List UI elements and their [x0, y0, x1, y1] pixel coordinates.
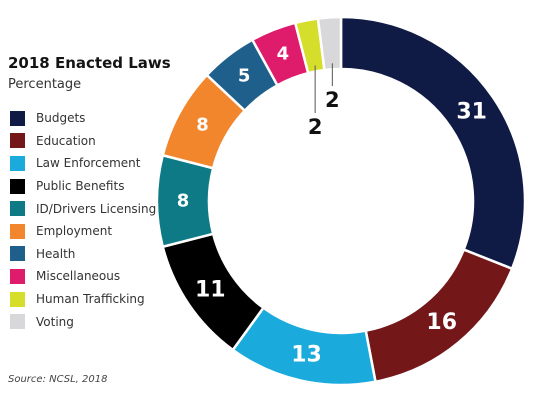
legend-label: Health: [36, 246, 76, 261]
value-label-miscellaneous: 4: [277, 44, 290, 65]
legend-item-id-drivers-licensing: ID/Drivers Licensing: [10, 197, 156, 220]
legend-item-education: Education: [10, 130, 156, 153]
value-label-education: 16: [426, 310, 457, 335]
chart-subtitle: Percentage: [8, 77, 82, 92]
legend-item-miscellaneous: Miscellaneous: [10, 265, 156, 288]
value-label-health: 5: [238, 66, 251, 87]
value-label-public-benefits: 11: [195, 277, 226, 302]
legend-label: Voting: [36, 314, 74, 329]
value-label-law-enforcement: 13: [291, 343, 322, 368]
value-label-budgets: 31: [456, 100, 487, 125]
legend-item-budgets: Budgets: [10, 107, 156, 130]
slice-budgets: [339, 15, 527, 271]
value-label-human-trafficking: 2: [308, 115, 323, 139]
legend-label: Employment: [36, 224, 113, 239]
legend-label: Education: [36, 133, 96, 148]
source-note: Source: NCSL, 2018: [8, 374, 108, 385]
legend-swatch: [10, 201, 25, 217]
chart-legend: Budgets Education Law Enforcement Public…: [10, 107, 156, 333]
legend-swatch: [10, 178, 25, 194]
legend-swatch: [10, 291, 25, 307]
legend-swatch: [10, 110, 25, 126]
legend-swatch: [10, 155, 25, 171]
legend-swatch: [10, 223, 25, 239]
legend-label: Budgets: [36, 111, 86, 126]
value-label-voting: 2: [325, 88, 340, 112]
legend-item-law-enforcement: Law Enforcement: [10, 152, 156, 175]
legend-item-employment: Employment: [10, 220, 156, 243]
legend-swatch: [10, 314, 25, 330]
legend-label: Law Enforcement: [36, 156, 141, 171]
legend-label: Human Trafficking: [36, 292, 145, 307]
legend-label: ID/Drivers Licensing: [36, 201, 157, 216]
legend-swatch: [10, 246, 25, 262]
value-label-id-drivers-licensing: 8: [177, 191, 190, 212]
legend-item-public-benefits: Public Benefits: [10, 175, 156, 198]
legend-swatch: [10, 133, 25, 149]
legend-item-human-trafficking: Human Trafficking: [10, 288, 156, 311]
legend-item-health: Health: [10, 243, 156, 266]
legend-label: Public Benefits: [36, 179, 125, 194]
legend-label: Miscellaneous: [36, 269, 121, 284]
value-label-employment: 8: [196, 114, 209, 135]
chart-title: 2018 Enacted Laws: [8, 54, 171, 72]
legend-swatch: [10, 268, 25, 284]
legend-item-voting: Voting: [10, 310, 156, 333]
slice-voting: [316, 15, 343, 72]
